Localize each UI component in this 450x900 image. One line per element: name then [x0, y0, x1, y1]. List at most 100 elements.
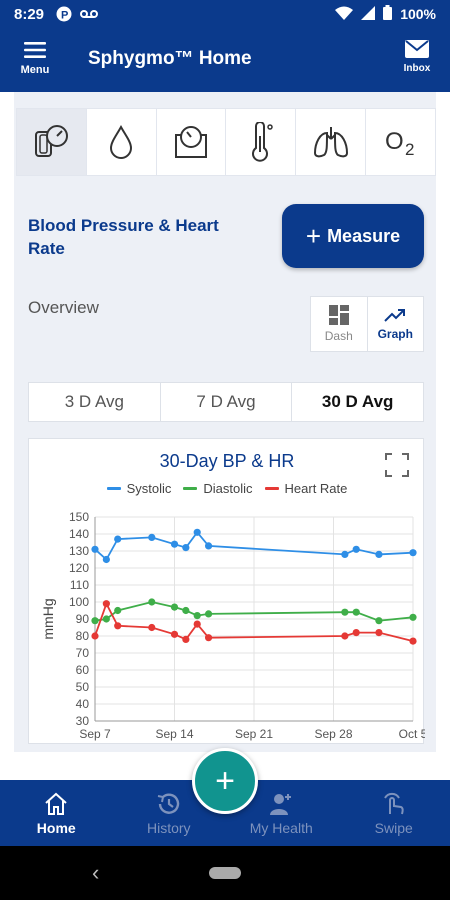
diastolic-point [352, 608, 360, 616]
overview-label: Overview [28, 298, 99, 317]
x-tick-label: Sep 14 [155, 727, 193, 741]
tab-weight[interactable] [157, 109, 227, 175]
tab-temperature[interactable] [226, 109, 297, 175]
heart-rate-point [182, 635, 190, 643]
chart-title: 30-Day BP & HR [159, 451, 295, 471]
svg-text:P: P [61, 10, 68, 22]
x-tick-label: Sep 7 [79, 727, 111, 741]
wifi-icon [335, 6, 354, 23]
system-nav-bar: ‹ [0, 846, 450, 900]
y-tick-label: 50 [76, 680, 90, 694]
menu-button[interactable]: Menu [14, 42, 56, 76]
systolic-point [409, 549, 417, 557]
diastolic-point [341, 608, 349, 616]
plus-icon: + [215, 761, 235, 800]
diastolic-point [170, 603, 179, 611]
systolic-point [102, 555, 110, 564]
systolic-point [375, 550, 383, 558]
y-tick-label: 40 [76, 697, 90, 711]
y-axis-label: mmHg [40, 598, 56, 639]
heart-rate-point [204, 634, 213, 642]
history-icon [157, 793, 179, 814]
voicemail-icon [80, 8, 99, 20]
tab-glucose[interactable] [87, 109, 157, 175]
heart-rate-point [102, 600, 110, 608]
chart-card: 30-Day BP & HR Systolic Diastolic Heart … [28, 438, 425, 744]
systolic-point [204, 542, 213, 550]
dashboard-icon [328, 305, 349, 325]
blood-pressure-icon [35, 125, 69, 157]
tab-30-day-avg[interactable]: 30 D Avg [321, 392, 394, 411]
thermometer-icon [251, 122, 273, 162]
diastolic-point [102, 615, 110, 623]
nav-my-health[interactable]: My Health [225, 780, 338, 846]
menu-label: Menu [20, 64, 50, 76]
graph-view-button[interactable]: Graph [366, 297, 424, 351]
diastolic-point [193, 612, 201, 620]
section-title: Blood Pressure & Heart Rate [28, 216, 219, 258]
y-tick-label: 80 [76, 629, 90, 643]
home-pill[interactable] [209, 867, 241, 879]
systolic-point [91, 545, 99, 553]
chart-legend: Systolic Diastolic Heart Rate [29, 481, 425, 496]
y-tick-label: 110 [70, 578, 89, 592]
tab-3-day-avg[interactable]: 3 D Avg [29, 383, 161, 421]
view-toggle: Dash Graph [310, 296, 424, 352]
inbox-button[interactable]: Inbox [396, 40, 438, 74]
legend-systolic: Systolic [106, 481, 171, 496]
tab-7-day-avg[interactable]: 7 D Avg [161, 383, 293, 421]
y-tick-label: 90 [76, 612, 90, 626]
heart-rate-point [352, 629, 360, 637]
systolic-point [341, 550, 349, 558]
x-tick-label: Sep 28 [314, 727, 352, 741]
diastolic-point [148, 598, 156, 606]
nav-home[interactable]: Home [0, 780, 113, 846]
systolic-point [148, 533, 156, 541]
diastolic-point [114, 606, 122, 615]
notification-p-icon: P [56, 6, 72, 22]
legend-diastolic: Diastolic [183, 481, 253, 496]
systolic-point [114, 535, 122, 543]
x-tick-label: Sep 21 [235, 727, 273, 741]
home-icon [45, 792, 67, 815]
signal-icon [361, 5, 376, 23]
my-health-icon [270, 794, 292, 815]
heart-rate-point [409, 637, 417, 645]
scale-icon [175, 126, 208, 158]
dash-view-button[interactable]: Dash [311, 297, 367, 351]
diastolic-point [182, 606, 190, 615]
app-bar: Menu Sphygmo™ Home Inbox [0, 28, 450, 92]
nav-history[interactable]: History [113, 780, 226, 846]
battery-percent: 100% [400, 6, 436, 22]
systolic-point [193, 528, 201, 536]
back-icon[interactable]: ‹ [92, 860, 100, 885]
swipe-icon [383, 792, 404, 815]
diastolic-point [409, 613, 417, 621]
nav-swipe[interactable]: Swipe [338, 780, 450, 846]
main-content: O 2 Blood Pressure & Heart Rate + Measur… [14, 92, 436, 752]
oxygen-icon: O 2 [385, 128, 414, 159]
y-tick-label: 150 [69, 510, 89, 524]
svg-text:O: O [385, 128, 404, 155]
plus-icon: + [305, 221, 322, 251]
legend-heart-rate: Heart Rate [264, 481, 347, 496]
tab-lungs[interactable] [296, 109, 367, 175]
heart-rate-point [170, 630, 179, 638]
diastolic-point [204, 610, 213, 618]
graph-label: Graph [377, 327, 413, 341]
heart-rate-point [341, 632, 349, 640]
y-tick-label: 130 [69, 544, 89, 558]
measure-button[interactable]: + Measure [282, 204, 424, 268]
dash-label: Dash [324, 329, 353, 343]
y-tick-label: 60 [76, 663, 90, 677]
heart-rate-line [94, 601, 414, 642]
x-tick-label: Oct 5 [399, 727, 425, 741]
hamburger-icon [24, 42, 46, 58]
y-tick-label: 120 [69, 561, 89, 575]
lungs-icon [313, 127, 348, 158]
tab-blood-pressure[interactable] [17, 109, 87, 175]
add-measurement-fab[interactable]: + [192, 748, 258, 814]
fullscreen-icon[interactable] [385, 453, 409, 482]
tab-oxygen[interactable]: O 2 [366, 109, 435, 175]
y-tick-label: 100 [69, 595, 89, 609]
